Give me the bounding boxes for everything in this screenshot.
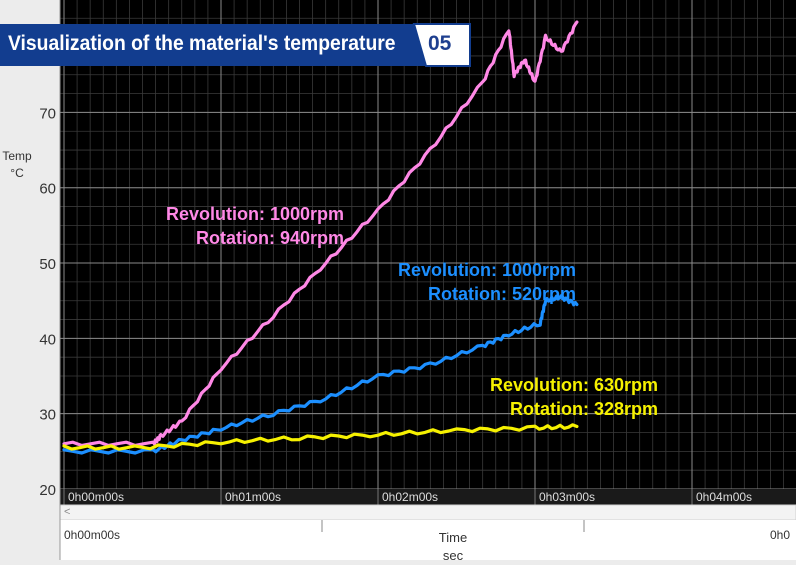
annotation-blue-rotation: Rotation: 520rpm [428,284,577,304]
series-lines [62,20,579,455]
annotation-pink-revolution: Revolution: 1000rpm [166,204,345,224]
x-tick-label: 0h01m00s [225,490,281,504]
scrollbar-track[interactable] [59,504,796,521]
x-tick-labels: 0h00m00s 0h01m00s 0h02m00s 0h03m00s 0h04m00s [63,489,752,505]
x-tick-label: 0h02m00s [382,490,438,504]
annotation-pink: Revolution: 1000rpm Rotation: 940rpm [166,202,344,250]
bottom-ruler-end-label: 0h0 [770,528,791,542]
y-tick-label: 40 [39,331,56,348]
y-tick-label: 70 [39,105,56,122]
title-banner: Visualization of the material's temperat… [0,24,476,66]
banner-title: Visualization of the material's temperat… [8,32,396,55]
series-line [62,294,579,455]
x-axis-label-name: Time [438,530,468,545]
banner-number-box [412,23,471,67]
banner-number: 05 [428,32,452,55]
bottom-ruler [60,520,796,560]
annotation-yellow-revolution: Revolution: 630rpm [490,375,659,395]
annotation-pink-rotation: Rotation: 940rpm [196,228,345,248]
series-line [62,20,579,448]
banner-graphic [0,23,471,67]
x-axis-label: Time sec [420,529,486,565]
y-axis-label: Temp °C [0,148,34,182]
y-tick-label: 30 [39,407,56,424]
y-tick-label: 20 [39,482,56,499]
y-tick-label: 60 [39,181,56,198]
annotation-blue: Revolution: 1000rpm Rotation: 520rpm [398,258,576,306]
x-axis-label-unit: sec [442,548,464,563]
y-tick-labels: 20 30 40 50 60 70 [39,105,56,499]
x-tick-label: 0h00m00s [68,490,124,504]
annotation-yellow-rotation: Rotation: 328rpm [510,399,659,419]
major-grid [60,0,796,490]
y-axis-label-name: Temp [2,149,32,163]
x-tick-label: 0h04m00s [696,490,752,504]
annotation-yellow: Revolution: 630rpm Rotation: 328rpm [490,373,658,421]
x-tick-label: 0h03m00s [539,490,595,504]
bottom-ruler-start-label: 0h00m00s [64,528,121,542]
annotation-blue-revolution: Revolution: 1000rpm [398,260,577,280]
x-axis-band [60,489,796,505]
y-axis-label-unit: °C [10,166,24,180]
scroll-left-arrow-icon[interactable]: < [64,506,71,518]
y-tick-label: 50 [39,256,56,273]
banner-shape [0,24,426,66]
series-line [62,423,579,451]
